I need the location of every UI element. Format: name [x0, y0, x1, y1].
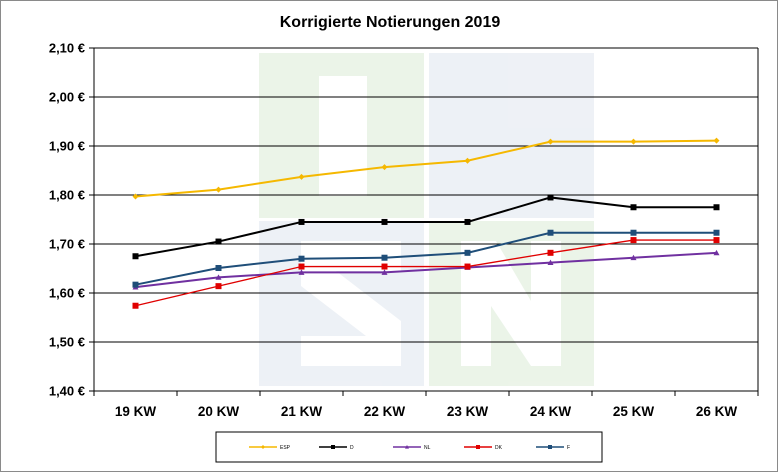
data-point: [215, 274, 222, 280]
legend-label: NL: [424, 445, 431, 451]
data-point: [132, 253, 139, 260]
data-point: [713, 137, 720, 144]
y-tick-label: 1,70 €: [49, 237, 85, 252]
data-point: [215, 283, 222, 290]
y-tick-label: 1,50 €: [49, 335, 85, 350]
series-line: [135, 251, 717, 289]
data-point: [630, 237, 637, 244]
chart-title: Korrigierte Notierungen 2019: [280, 14, 501, 31]
y-tick-label: 2,00 €: [49, 90, 85, 105]
data-point: [132, 281, 139, 288]
data-point: [298, 263, 305, 270]
legend-marker: [331, 445, 335, 449]
data-point: [464, 249, 471, 256]
data-point: [713, 204, 720, 211]
legend-marker: [476, 445, 480, 449]
data-point: [298, 255, 305, 262]
x-tick-label: 22 KW: [364, 404, 406, 419]
x-axis-ticks: 19 KW 20 KW 21 KW 22 KW 23 KW 24 KW 25 KW 26 KW: [93, 391, 759, 419]
legend-item-d: D: [319, 445, 354, 451]
data-point: [630, 204, 637, 211]
data-point: [713, 249, 720, 256]
data-point: [215, 238, 222, 245]
watermark-logo: [259, 53, 594, 386]
series-line: [135, 196, 717, 258]
y-tick-label: 1,90 €: [49, 139, 85, 154]
y-tick-label: 1,60 €: [49, 286, 85, 301]
y-tick-label: 2,10 €: [49, 41, 85, 56]
data-point: [464, 218, 471, 225]
legend-label: ESP: [280, 445, 291, 451]
data-point: [547, 249, 554, 256]
x-tick-label: 20 KW: [198, 404, 240, 419]
legend: ESP D NL DK F: [215, 431, 603, 463]
data-point: [547, 138, 554, 145]
y-tick-label: 1,80 €: [49, 188, 85, 203]
legend-label: F: [567, 445, 570, 451]
series-f: [132, 229, 720, 288]
y-axis-ticks: 1,40 € 1,50 € 1,60 € 1,70 € 1,80 € 1,90 € 2,00…: [49, 41, 94, 399]
data-point: [547, 229, 554, 236]
legend-label: DK: [495, 445, 503, 451]
data-point: [381, 218, 388, 225]
x-tick-label: 24 KW: [530, 404, 572, 419]
data-point: [630, 229, 637, 236]
data-point: [713, 237, 720, 244]
data-point: [381, 269, 388, 275]
data-point: [547, 259, 554, 266]
data-point: [464, 157, 471, 164]
data-point: [298, 269, 305, 275]
data-point: [464, 263, 471, 270]
data-point: [630, 254, 637, 261]
x-tick-label: 26 KW: [696, 404, 738, 419]
y-tick-label: 1,40 €: [49, 384, 85, 399]
data-point: [381, 164, 388, 171]
legend-label: D: [350, 445, 354, 451]
data-point: [381, 263, 388, 270]
data-point: [713, 229, 720, 236]
series-esp: [132, 137, 720, 200]
series-line: [135, 139, 717, 198]
legend-items: ESP D NL DK F: [249, 445, 570, 451]
gridlines: [94, 47, 758, 343]
legend-marker: [405, 445, 409, 449]
x-tick-label: 23 KW: [447, 404, 489, 419]
series-line: [135, 231, 717, 286]
legend-item-f: F: [536, 445, 570, 451]
x-tick-label: 25 KW: [613, 404, 655, 419]
legend-item-dk: DK: [464, 445, 503, 451]
legend-marker: [548, 445, 552, 449]
x-tick-label: 19 KW: [115, 404, 157, 419]
data-point: [547, 194, 554, 201]
data-point: [215, 186, 222, 193]
series-dk: [132, 237, 720, 309]
legend-marker: [261, 445, 265, 449]
legend-item-nl: NL: [393, 445, 431, 451]
data-point: [132, 193, 139, 200]
series-line: [135, 239, 717, 307]
plot-border: [93, 48, 759, 392]
data-point: [298, 218, 305, 225]
data-point: [630, 138, 637, 145]
data-point: [298, 173, 305, 180]
data-point: [132, 302, 139, 309]
series-d: [132, 194, 720, 260]
x-tick-label: 21 KW: [281, 404, 323, 419]
data-point: [215, 265, 222, 272]
series-layer: [132, 137, 720, 309]
data-point: [381, 254, 388, 261]
legend-item-esp: ESP: [249, 445, 291, 451]
series-nl: [132, 249, 720, 290]
